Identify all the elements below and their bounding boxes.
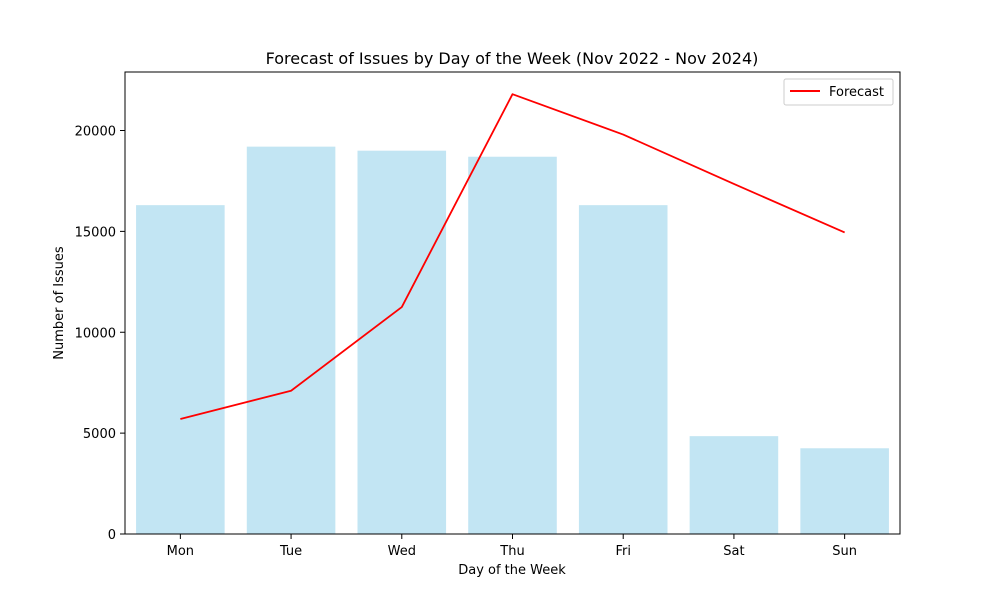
x-tick-label-sun: Sun: [832, 544, 857, 559]
y-axis-label: Number of Issues: [52, 246, 67, 360]
legend: Forecast: [783, 78, 894, 106]
bar-fri: [578, 205, 668, 534]
x-axis-label: Day of the Week: [458, 563, 566, 578]
legend-label-forecast: Forecast: [829, 85, 884, 100]
bar-sat: [689, 436, 779, 534]
y-tick-label-15000: 15000: [75, 225, 116, 240]
legend-box: [783, 78, 894, 106]
bar-thu: [468, 156, 557, 534]
y-tick-label-20000: 20000: [75, 125, 116, 140]
x-tick-label-sat: Sat: [723, 544, 744, 559]
bar-wed: [357, 150, 447, 535]
y-tick-label-5000: 5000: [83, 427, 116, 442]
bar-mon: [136, 205, 225, 534]
chart-title: Forecast of Issues by Day of the Week (N…: [266, 49, 759, 68]
x-tick-label-mon: Mon: [167, 544, 194, 559]
x-tick-label-wed: Wed: [388, 544, 416, 559]
y-tick-label-10000: 10000: [75, 326, 116, 341]
bar-sun: [800, 448, 889, 534]
plot-area: Mon Tue Wed Thu Fri Sat Sun 0 5000 10000 15000 2000…: [75, 71, 901, 559]
x-tick-label-thu: Thu: [499, 544, 524, 559]
bar-tue: [246, 146, 336, 534]
y-tick-label-0: 0: [108, 528, 116, 543]
x-tick-label-fri: Fri: [615, 544, 631, 559]
x-tick-label-tue: Tue: [279, 544, 302, 559]
